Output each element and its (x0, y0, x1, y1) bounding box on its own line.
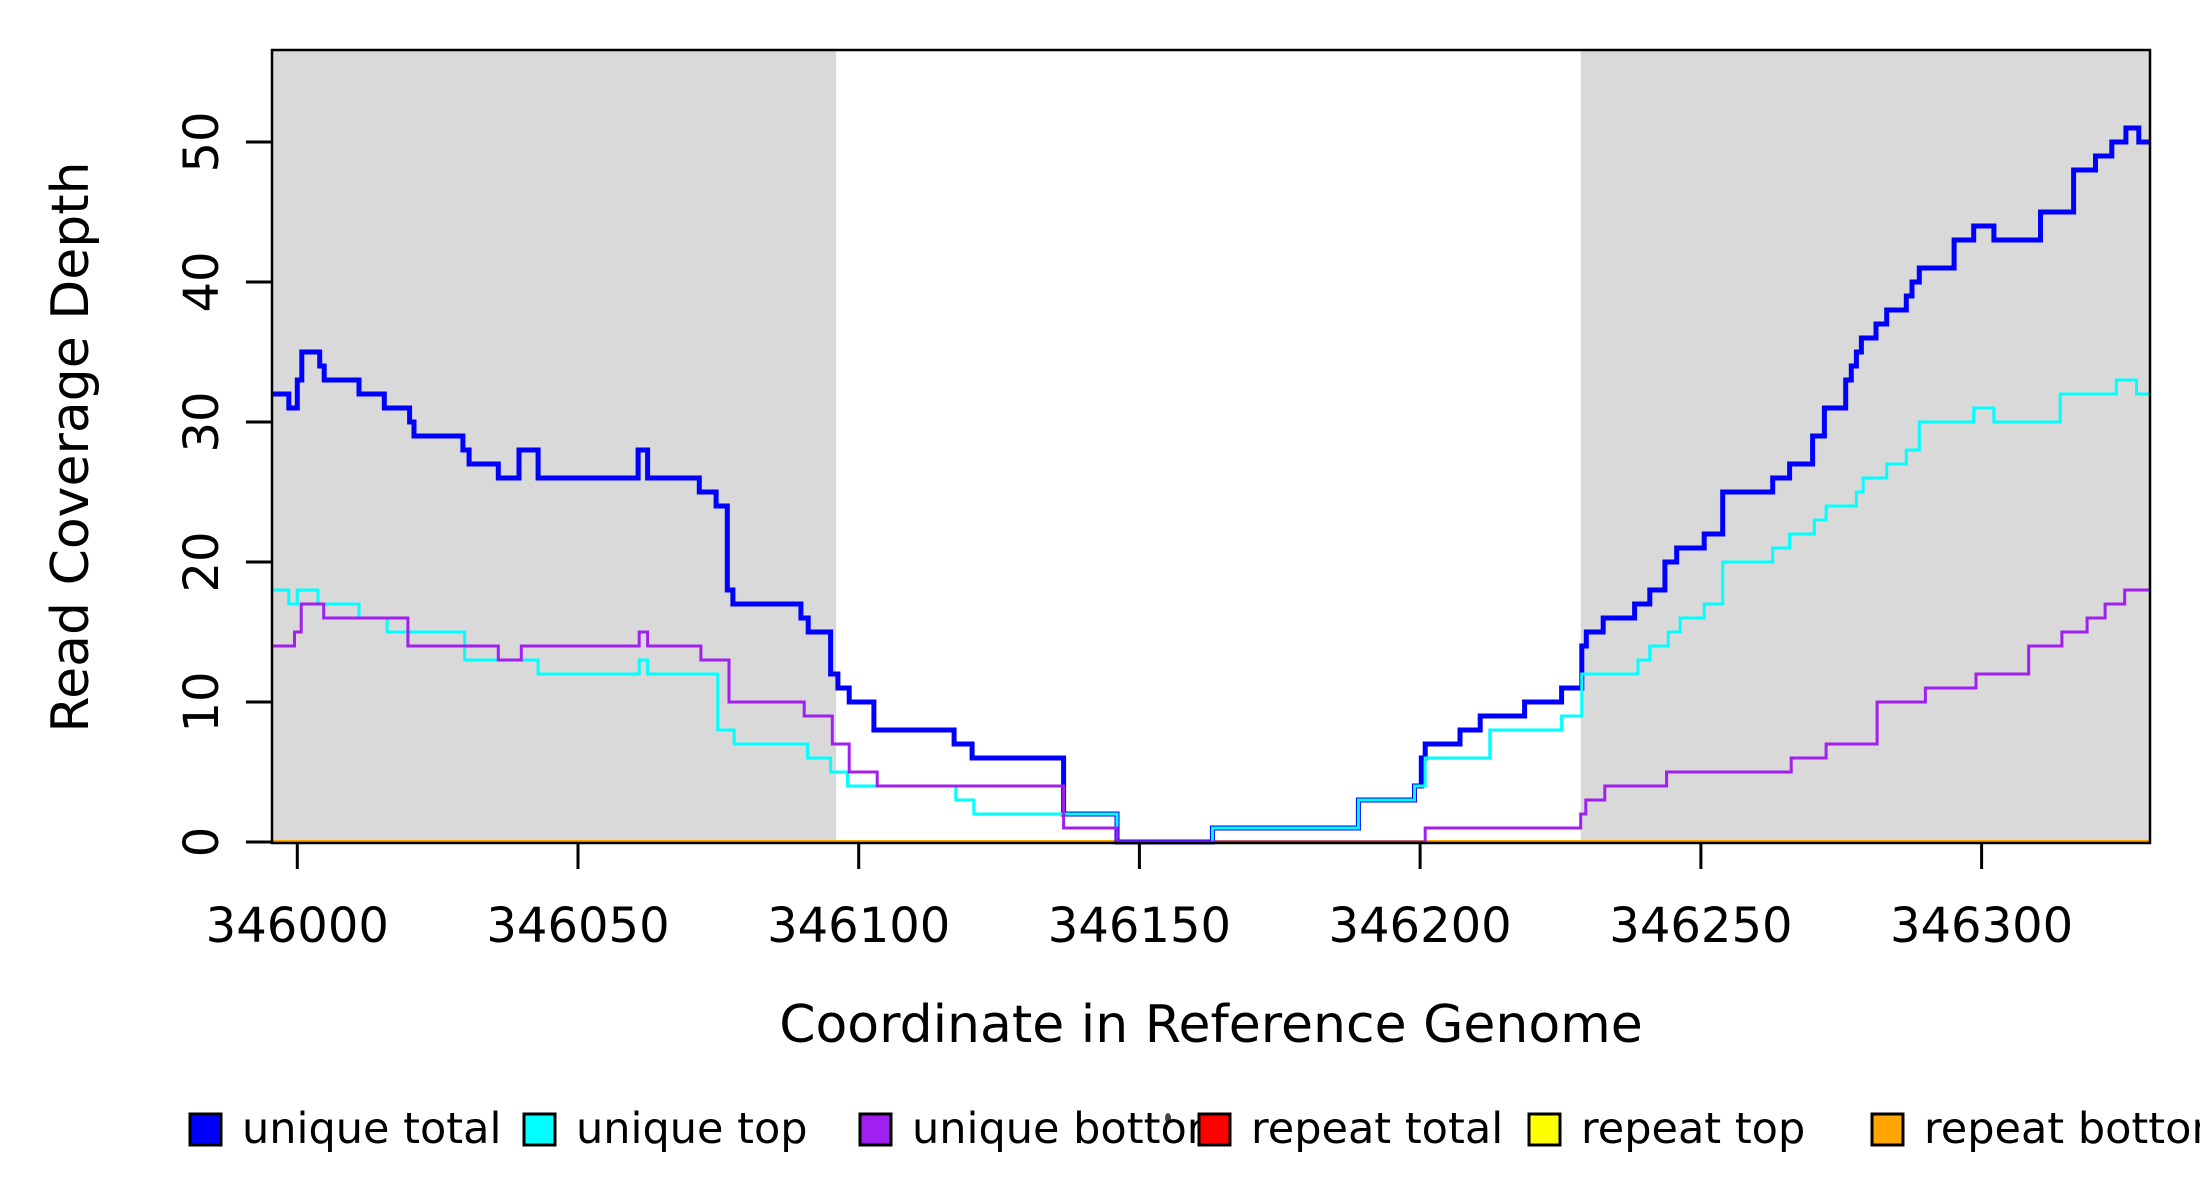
x-tick-label-346150: 346150 (1048, 898, 1231, 954)
legend-swatch-unique-top (522, 1112, 557, 1147)
shaded-bands (272, 50, 2150, 843)
y-tick-label-10: 10 (174, 671, 230, 732)
y-tick-label-0: 0 (174, 827, 230, 858)
legend-swatch-unique-bottom (858, 1112, 893, 1147)
legend: unique total unique top unique bottom repea… (188, 1104, 2200, 1154)
legend-item-repeat-top: repeat top (1527, 1104, 1805, 1154)
legend-swatch-repeat-top (1527, 1112, 1562, 1147)
legend-item-unique-bottom: unique bottom (858, 1104, 1229, 1154)
y-axis-title: Read Coverage Depth (41, 161, 101, 732)
x-axis-title: Coordinate in Reference Genome (779, 995, 1643, 1055)
x-tick-label-346200: 346200 (1328, 898, 1511, 954)
shaded-band-0 (272, 50, 837, 843)
y-axis: 0 10 20 30 40 50 (174, 111, 272, 857)
series-line-unique-top (272, 378, 2150, 844)
y-tick-label-20: 20 (174, 531, 230, 592)
shaded-band-1 (1580, 50, 2150, 843)
legend-label-unique-bottom: unique bottom (912, 1104, 1229, 1154)
y-tick-label-40: 40 (174, 251, 230, 312)
x-tick-label-346000: 346000 (206, 898, 389, 954)
legend-swatch-unique-total (188, 1112, 223, 1147)
stray-mark (1165, 1113, 1171, 1123)
x-tick-label-346300: 346300 (1890, 898, 2073, 954)
legend-item-unique-total: unique total (188, 1104, 501, 1154)
legend-swatch-repeat-bottom (1870, 1112, 1905, 1147)
y-tick-label-30: 30 (174, 391, 230, 452)
legend-label-unique-total: unique total (242, 1104, 501, 1154)
plot-border-box (270, 48, 2152, 845)
legend-item-repeat-total: repeat total (1197, 1104, 1503, 1154)
legend-swatch-repeat-total (1197, 1112, 1232, 1147)
x-axis: 346000 346050 346100 346150 346200 346250 3463… (206, 843, 2073, 954)
legend-item-unique-top: unique top (522, 1104, 808, 1154)
x-tick-label-346100: 346100 (767, 898, 950, 954)
y-tick-label-50: 50 (174, 111, 230, 172)
x-tick-label-346050: 346050 (486, 898, 669, 954)
legend-label-repeat-bottom: repeat bottom (1924, 1104, 2200, 1154)
legend-label-repeat-total: repeat total (1251, 1104, 1503, 1154)
series-line-unique-bottom (272, 588, 2150, 844)
legend-item-repeat-bottom: repeat bottom (1870, 1104, 2200, 1154)
series-line-unique-total (272, 125, 2150, 845)
x-tick-label-346250: 346250 (1609, 898, 1792, 954)
legend-label-unique-top: unique top (576, 1104, 808, 1154)
legend-label-repeat-top: repeat top (1581, 1104, 1805, 1154)
